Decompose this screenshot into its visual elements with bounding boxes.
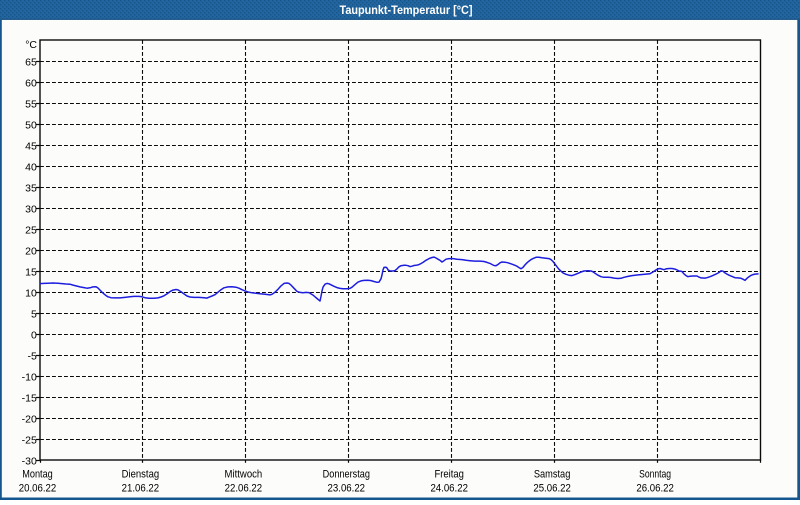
svg-text:35: 35 — [25, 183, 37, 195]
svg-text:20.06.22: 20.06.22 — [19, 483, 57, 495]
svg-text:25: 25 — [25, 225, 37, 237]
svg-text:-5: -5 — [27, 351, 36, 363]
svg-text:50: 50 — [25, 120, 37, 132]
svg-text:20: 20 — [25, 246, 37, 258]
svg-text:Dienstag: Dienstag — [122, 468, 160, 480]
svg-text:Donnerstag: Donnerstag — [323, 468, 370, 480]
svg-text:55: 55 — [25, 99, 37, 111]
svg-text:40: 40 — [25, 162, 37, 174]
svg-text:Mittwoch: Mittwoch — [225, 468, 263, 480]
svg-text:0: 0 — [31, 330, 37, 342]
svg-text:10: 10 — [25, 288, 37, 300]
svg-text:22.06.22: 22.06.22 — [225, 483, 263, 495]
svg-text:5: 5 — [31, 309, 37, 321]
svg-text:Samstag: Samstag — [534, 468, 571, 480]
svg-text:-25: -25 — [22, 435, 37, 447]
svg-text:23.06.22: 23.06.22 — [328, 483, 366, 495]
svg-text:26.06.22: 26.06.22 — [636, 483, 674, 495]
svg-text:Taupunkt-Temperatur [°C]: Taupunkt-Temperatur [°C] — [340, 3, 473, 17]
svg-text:°C: °C — [25, 39, 37, 51]
svg-text:-10: -10 — [22, 372, 37, 384]
svg-text:65: 65 — [25, 57, 37, 69]
svg-text:21.06.22: 21.06.22 — [122, 483, 160, 495]
svg-text:15: 15 — [25, 267, 37, 279]
svg-text:30: 30 — [25, 204, 37, 216]
svg-text:60: 60 — [25, 78, 37, 90]
svg-text:25.06.22: 25.06.22 — [533, 483, 571, 495]
svg-text:-20: -20 — [22, 414, 37, 426]
svg-text:Sonntag: Sonntag — [639, 468, 671, 480]
svg-text:-30: -30 — [22, 456, 37, 468]
svg-text:Montag: Montag — [22, 468, 53, 480]
svg-text:Freitag: Freitag — [434, 468, 464, 480]
svg-text:45: 45 — [25, 141, 37, 153]
svg-text:24.06.22: 24.06.22 — [430, 483, 468, 495]
svg-text:-15: -15 — [22, 393, 37, 405]
